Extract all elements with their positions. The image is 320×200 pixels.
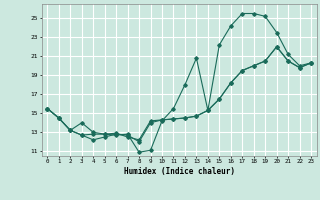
- X-axis label: Humidex (Indice chaleur): Humidex (Indice chaleur): [124, 167, 235, 176]
